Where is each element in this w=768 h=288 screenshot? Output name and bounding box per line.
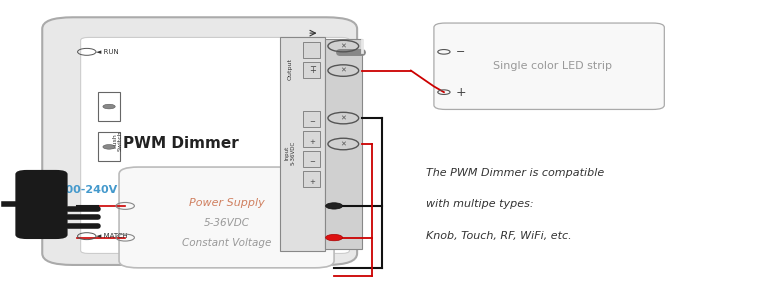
- Text: PWM Dimmer: PWM Dimmer: [123, 137, 238, 151]
- Text: −: −: [310, 119, 316, 124]
- Text: +: +: [455, 86, 466, 99]
- FancyBboxPatch shape: [303, 111, 320, 127]
- Text: −: −: [309, 62, 316, 71]
- Text: −: −: [310, 159, 316, 165]
- Text: ◄ RUN: ◄ RUN: [96, 49, 119, 55]
- FancyBboxPatch shape: [325, 39, 362, 249]
- Text: with multipe types:: with multipe types:: [426, 200, 534, 209]
- Text: Knob, Touch, RF, WiFi, etc.: Knob, Touch, RF, WiFi, etc.: [426, 231, 572, 241]
- Text: The PWM Dimmer is compatible: The PWM Dimmer is compatible: [426, 168, 604, 178]
- Circle shape: [103, 104, 115, 109]
- Text: Single color LED strip: Single color LED strip: [494, 61, 612, 71]
- Text: +: +: [310, 66, 316, 75]
- Text: AC100-240V: AC100-240V: [42, 185, 118, 195]
- FancyBboxPatch shape: [15, 170, 68, 239]
- Text: Input
5-36VDC: Input 5-36VDC: [285, 141, 296, 165]
- Text: Power Supply: Power Supply: [189, 198, 264, 208]
- FancyBboxPatch shape: [98, 132, 120, 161]
- FancyBboxPatch shape: [303, 62, 320, 78]
- Circle shape: [326, 234, 343, 241]
- FancyBboxPatch shape: [81, 37, 349, 253]
- Text: ✕: ✕: [340, 68, 346, 73]
- Text: ✕: ✕: [340, 115, 346, 121]
- Text: Constant Voltage: Constant Voltage: [182, 238, 271, 248]
- FancyBboxPatch shape: [303, 131, 320, 147]
- Circle shape: [103, 145, 115, 149]
- FancyBboxPatch shape: [303, 151, 320, 167]
- Text: −: −: [455, 47, 465, 57]
- FancyBboxPatch shape: [42, 17, 357, 265]
- Text: Push
Switch: Push Switch: [112, 131, 123, 151]
- Text: ✕: ✕: [340, 141, 346, 147]
- FancyBboxPatch shape: [303, 42, 320, 58]
- Text: +: +: [310, 179, 316, 185]
- Text: Output: Output: [288, 58, 293, 80]
- Text: 5-36VDC: 5-36VDC: [204, 218, 250, 228]
- FancyBboxPatch shape: [303, 171, 320, 187]
- FancyBboxPatch shape: [434, 23, 664, 109]
- FancyBboxPatch shape: [280, 37, 325, 251]
- Text: ◄ MATCH: ◄ MATCH: [96, 233, 127, 239]
- Text: ✕: ✕: [340, 43, 346, 49]
- FancyBboxPatch shape: [119, 167, 334, 268]
- FancyBboxPatch shape: [98, 92, 120, 121]
- Circle shape: [326, 203, 343, 209]
- Text: +: +: [310, 139, 316, 145]
